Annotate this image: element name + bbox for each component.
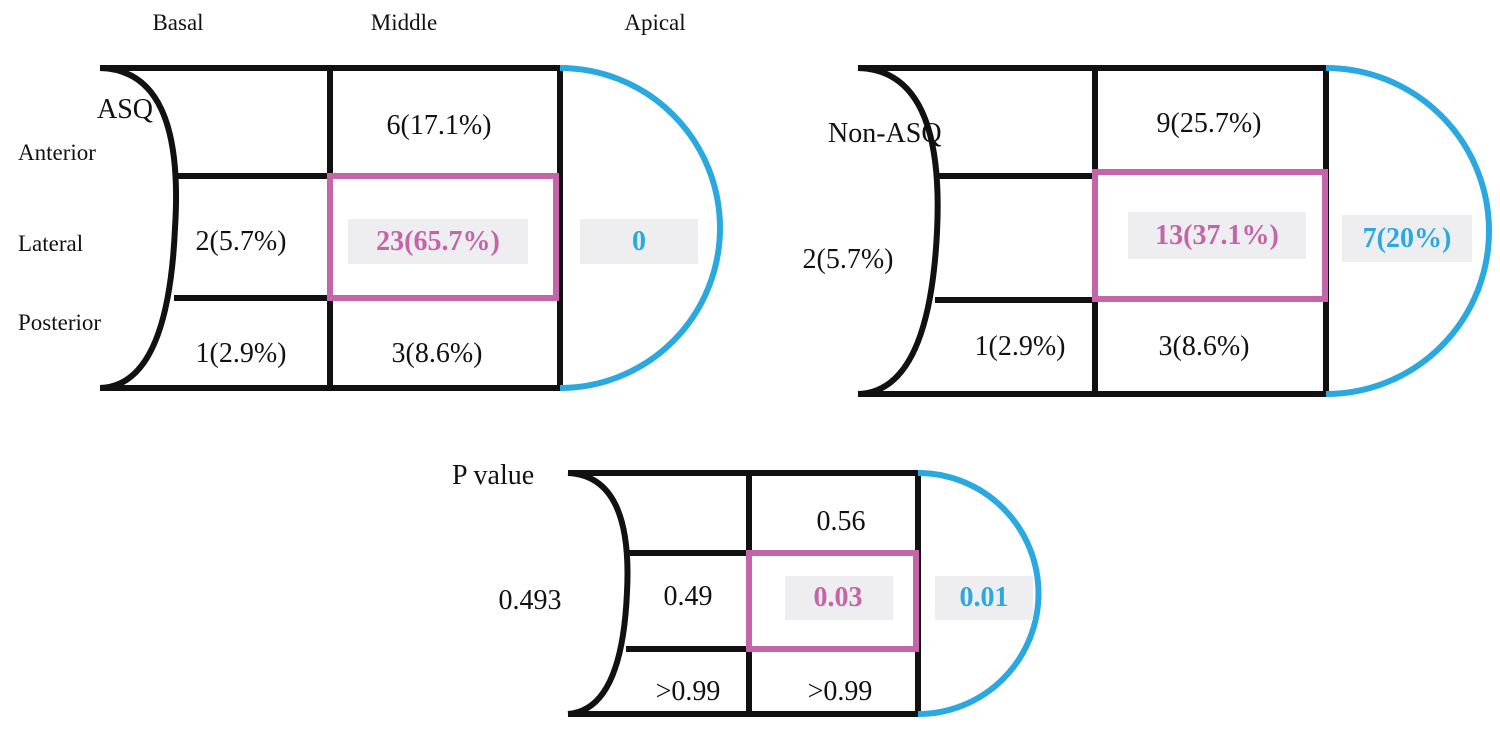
non-asq-panel: Non-ASQ 9(25.7%) 2(5.7%) 13(37.1%) 7(20%… [803, 65, 1492, 397]
p-value-middle-posterior-value: >0.99 [808, 676, 873, 707]
asq-basal-posterior-value: 1(2.9%) [196, 338, 287, 369]
asq-basal-lateral-value: 2(5.7%) [196, 226, 287, 257]
asq-title: ASQ [97, 94, 153, 125]
non-asq-middle-posterior-value: 3(8.6%) [1159, 331, 1250, 362]
row-label-anterior: Anterior [18, 140, 96, 165]
p-value-title: P value [452, 460, 534, 491]
p-value-apical-cap [917, 470, 1042, 717]
non-asq-basal-lateral-value: 2(5.7%) [803, 244, 894, 275]
asq-middle-posterior-value: 3(8.6%) [392, 338, 483, 369]
non-asq-middle-lateral-value: 13(37.1%) [1155, 220, 1279, 251]
non-asq-basal-posterior-value: 1(2.9%) [975, 331, 1066, 362]
asq-apical-cap [559, 65, 723, 391]
p-value-apical-value: 0.01 [960, 582, 1009, 613]
row-label-posterior: Posterior [18, 310, 101, 335]
asq-middle-lateral-value-box [348, 219, 528, 264]
p-value-middle-lateral-box [746, 550, 919, 652]
p-value-apical-value-box [935, 576, 1033, 620]
asq-middle-lateral-box [327, 173, 559, 301]
non-asq-apical-value: 7(20%) [1363, 223, 1452, 254]
p-value-basal-lateral-value: 0.49 [664, 581, 713, 612]
asq-panel: ASQ 6(17.1%) 2(5.7%) 23(65.7%) 0 1(2.9%)… [97, 65, 723, 391]
asq-apical-value-box [580, 219, 698, 264]
p-value-middle-anterior-value: 0.56 [817, 506, 866, 537]
asq-basal-arc [99, 65, 179, 391]
asq-middle-lateral-value: 23(65.7%) [376, 226, 500, 257]
p-value-basal-left-value: 0.493 [499, 585, 562, 616]
p-value-panel: P value 0.56 0.493 0.49 0.03 0.01 >0.99 … [452, 460, 1042, 717]
row-label-lateral: Lateral [18, 231, 83, 256]
asq-apical-value: 0 [632, 226, 646, 257]
column-header-basal: Basal [152, 10, 203, 35]
p-value-basal-arc [567, 470, 631, 717]
non-asq-basal-arc [857, 65, 941, 397]
non-asq-apical-cap [1325, 65, 1492, 397]
p-value-basal-posterior-value: >0.99 [656, 676, 721, 707]
non-asq-middle-anterior-value: 9(25.7%) [1157, 108, 1262, 139]
non-asq-middle-lateral-box [1092, 169, 1328, 302]
non-asq-title: Non-ASQ [828, 118, 942, 149]
p-value-middle-lateral-value: 0.03 [814, 582, 863, 613]
non-asq-middle-lateral-value-box [1128, 212, 1306, 259]
p-value-middle-lateral-value-box [785, 576, 893, 620]
non-asq-apical-value-box [1342, 215, 1472, 262]
column-header-apical: Apical [624, 10, 685, 35]
asq-middle-anterior-value: 6(17.1%) [387, 110, 492, 141]
column-header-middle: Middle [371, 10, 437, 35]
